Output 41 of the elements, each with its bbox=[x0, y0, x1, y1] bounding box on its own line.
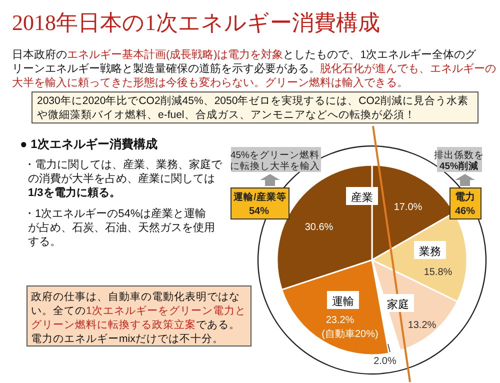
chart-title: 2018年日本の1次エネルギー消費構成 bbox=[12, 10, 380, 35]
text: 45%削減 bbox=[439, 160, 479, 172]
text: 日本政府の bbox=[12, 48, 67, 61]
text: ・電力に関しては、産業、業務、家庭で bbox=[24, 158, 223, 171]
text: 電力 bbox=[455, 191, 475, 203]
data-label: 15.8% bbox=[424, 267, 452, 278]
text: ● 1次エネルギー消費構成 bbox=[20, 137, 158, 151]
data-label: 17.0% bbox=[394, 202, 422, 213]
text: 45%をグリーン燃料 bbox=[230, 149, 320, 161]
text: 54% bbox=[248, 206, 270, 217]
text: する。 bbox=[28, 236, 61, 248]
text: リーンエネルギー戦略と製造量確保の道筋を示す必要がある。 bbox=[12, 62, 320, 75]
slice-label: 運輸 bbox=[332, 296, 354, 308]
text: 大半を輸入に頼ってきた形態は今後も変わらない。グリーン燃料は輸入できる。 bbox=[12, 76, 408, 89]
data-label: 13.2% bbox=[408, 320, 436, 331]
text: が占め、石炭、石油、天然ガスを使用 bbox=[28, 221, 215, 234]
text: や微細藻類バイオ燃料、e-fuel、合成ガス、アンモニアなどへの転換が必須！ bbox=[37, 108, 416, 121]
text: (自動車20%) bbox=[322, 328, 378, 340]
text: ・1次エネルギーの54%は産業と運輸 bbox=[24, 207, 206, 220]
text: 脱化石化が進んでも、エネルギーの bbox=[320, 63, 496, 75]
text: 46% bbox=[454, 206, 476, 217]
text: い。全ての bbox=[31, 305, 86, 317]
slice-label: 業務 bbox=[419, 246, 441, 258]
text: の消費が大半を占め、産業に関しては bbox=[28, 172, 215, 185]
text: 電力のエネルギーmixだけでは不十分。 bbox=[31, 332, 224, 345]
data-label: 23.2% bbox=[326, 315, 354, 326]
data-label: 2.0% bbox=[374, 356, 397, 367]
text: 政府の仕事は、自動車の電動化表明ではな bbox=[31, 290, 240, 303]
text: 排出係数を bbox=[434, 149, 484, 161]
text: 2030年に2020年比でCO2削減45%、2050年ゼロを実現するには、CO2削減に見合う水素 bbox=[37, 94, 468, 107]
text: グリーン燃料に転換する政策立案 bbox=[31, 318, 196, 331]
text: 運輸/産業等 bbox=[232, 191, 286, 203]
text: に転換し大半を輸入 bbox=[230, 160, 320, 172]
text: 1次エネルギーをグリーン電力と bbox=[86, 304, 246, 317]
text: エネルギー基本計画(成長戦略)は電力を対象 bbox=[67, 48, 284, 61]
slice-label: 家庭 bbox=[387, 298, 409, 311]
text: 1/3を電力に頼る。 bbox=[28, 186, 120, 199]
data-label: 30.6% bbox=[304, 222, 334, 233]
text: である。 bbox=[196, 319, 240, 331]
text: としたもので、1次エネルギー全体のグ bbox=[283, 49, 478, 61]
slice-label: 産業 bbox=[351, 191, 373, 204]
